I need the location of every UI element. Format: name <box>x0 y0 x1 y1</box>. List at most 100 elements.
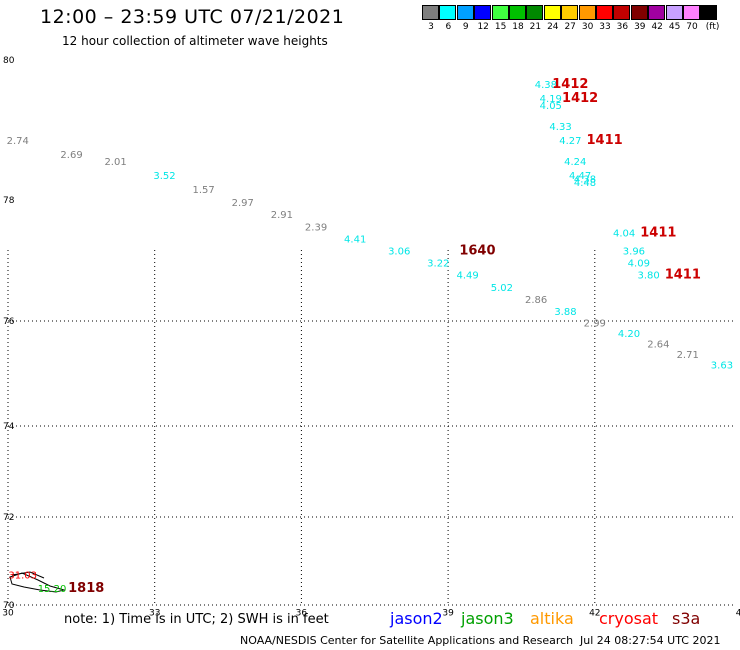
colorbar-unit: (ft) <box>705 22 720 32</box>
wave-height-points: 2.74 2.69 2.01 3.52 1.57 2.97 2.91 2.39 4.41 3.06… <box>7 80 733 595</box>
wave-height-point: 2.99 <box>584 318 606 329</box>
satellite-legend-item: s3a <box>672 609 701 628</box>
wave-height-point: 4.09 <box>628 259 650 270</box>
wave-height-point: 2.86 <box>525 295 547 306</box>
wave-height-point: 4.49 <box>457 271 479 282</box>
x-tick-label: 36 <box>296 609 308 619</box>
wave-height-point: 4.33 <box>549 122 571 133</box>
colorbar-swatch <box>526 5 544 20</box>
wave-height-point: 2.71 <box>677 350 699 361</box>
wave-height-point: 4.38 <box>535 80 557 91</box>
x-tick-label: 45 <box>736 609 740 619</box>
map-subtitle: 12 hour collection of altimeter wave hei… <box>62 34 328 48</box>
pass-time-label: 1411 <box>640 225 676 240</box>
colorbar-label: 70 <box>686 22 698 32</box>
colorbar-label: 39 <box>634 22 646 32</box>
wave-height-point: 31.03 <box>8 571 37 582</box>
satellite-legend-item: jason2 <box>390 609 443 628</box>
wave-height-point: 4.27 <box>559 136 581 147</box>
y-tick-label: 80 <box>3 56 15 66</box>
y-tick-label: 74 <box>3 422 15 432</box>
pass-time-label: 1411 <box>665 268 701 283</box>
wave-height-point: 4.04 <box>613 228 635 239</box>
colorbar-swatch <box>700 5 718 20</box>
wave-height-point: 3.63 <box>711 360 733 371</box>
wave-height-point: 15.20 <box>38 584 67 595</box>
wave-height-point: 2.74 <box>7 136 29 147</box>
map-title: 12:00 – 23:59 UTC 07/21/2021 <box>40 6 345 28</box>
pass-time-label: 1640 <box>459 243 495 258</box>
colorbar-swatch <box>543 5 561 20</box>
colorbar-label: 27 <box>564 22 576 32</box>
colorbar-swatch <box>613 5 631 20</box>
colorbar-swatch <box>439 5 457 20</box>
y-tick-label: 72 <box>3 513 14 523</box>
wave-height-point: 4.24 <box>564 157 586 168</box>
y-tick-label: 76 <box>3 317 15 327</box>
generated-timestamp: Jul 24 08:27:54 UTC 2021 <box>580 634 721 647</box>
wave-height-point: 4.38 <box>574 175 596 186</box>
y-tick-label: 70 <box>3 601 15 611</box>
y-tick-label: 78 <box>3 196 15 206</box>
wave-height-point: 2.69 <box>60 150 82 161</box>
wave-height-point: 4.19 <box>540 94 562 105</box>
colorbar-swatch <box>422 5 439 20</box>
colorbar-label: 21 <box>529 22 542 32</box>
colorbar-swatch <box>561 5 579 20</box>
satellite-legend-item: altika <box>530 609 574 628</box>
wave-height-point: 5.02 <box>491 283 513 294</box>
wave-height-point: 2.01 <box>104 157 126 168</box>
colorbar-label: 42 <box>651 22 663 32</box>
x-tick-label: 30 <box>2 609 14 619</box>
wave-height-point: 3.22 <box>427 259 449 270</box>
colorbar-label: 24 <box>547 22 559 32</box>
wave-height-point: 3.96 <box>623 246 645 257</box>
footnote: note: 1) Time is in UTC; 2) SWH is in fe… <box>64 612 329 627</box>
pass-time-label: 1818 <box>68 581 104 596</box>
axis-tick-labels: 30 33 36 39 42 45 70 72 74 76 78 80 <box>2 56 740 619</box>
colorbar-label: 9 <box>462 22 469 32</box>
wave-height-point: 3.52 <box>153 171 175 182</box>
satellite-legend-item: cryosat <box>599 609 659 628</box>
colorbar-label: 45 <box>668 22 681 32</box>
colorbar-swatch <box>456 5 474 20</box>
colorbar-label: 18 <box>512 22 524 32</box>
colorbar-label: 3 <box>428 22 434 32</box>
colorbar-label: 36 <box>616 22 629 32</box>
colorbar-label: 15 <box>494 22 507 32</box>
satellite-legend-item: jason3 <box>461 609 514 628</box>
colorbar-label: 30 <box>581 22 594 32</box>
wave-height-point: 4.48 <box>574 178 596 189</box>
x-tick-label: 42 <box>589 609 600 619</box>
x-tick-label: 33 <box>149 609 160 619</box>
colorbar-swatch <box>683 5 700 20</box>
pass-time-label: 1412 <box>552 77 588 92</box>
colorbar-swatch <box>665 5 683 20</box>
colorbar-swatch <box>474 5 492 20</box>
colorbar-swatch <box>491 5 509 20</box>
credit-line: NOAA/NESDIS Center for Satellite Applica… <box>240 634 574 647</box>
coastline <box>9 571 66 593</box>
wave-height-point: 3.88 <box>554 307 576 318</box>
x-tick-label: 39 <box>442 609 454 619</box>
wave-height-point: 4.20 <box>618 329 640 340</box>
colorbar-swatch <box>509 5 526 20</box>
wave-height-point: 4.41 <box>344 234 366 245</box>
wave-height-point: 1.57 <box>192 185 214 196</box>
wave-height-point: 3.80 <box>637 271 659 282</box>
wave-height-point: 4.47 <box>569 171 591 182</box>
wave-height-point: 4.05 <box>540 101 562 112</box>
colorbar-swatch <box>648 5 666 20</box>
colorbar-label: 33 <box>599 22 611 32</box>
colorbar-label: 6 <box>445 22 452 32</box>
wave-height-point: 3.06 <box>388 246 410 257</box>
wave-height-point: 2.64 <box>647 339 669 350</box>
wave-height-point: 2.39 <box>305 222 327 233</box>
colorbar-swatch <box>630 5 648 20</box>
pass-time-label: 1412 <box>562 91 598 106</box>
lat-lon-grid <box>7 250 735 606</box>
wave-height-point: 2.97 <box>232 198 254 209</box>
colorbar-swatch <box>596 5 613 20</box>
